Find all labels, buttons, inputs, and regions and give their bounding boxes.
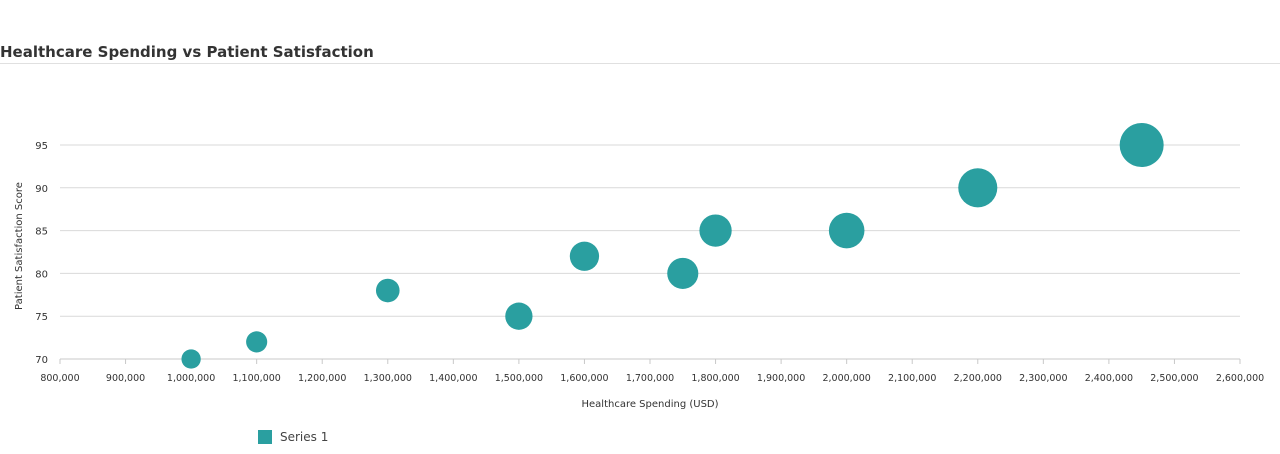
x-axis-title: Healthcare Spending (USD) [581, 399, 718, 410]
x-tick-label: 2,400,000 [1085, 373, 1133, 384]
x-tick-label: 2,300,000 [1019, 373, 1067, 384]
bubble [958, 168, 998, 208]
bubble [667, 257, 699, 289]
x-tick-label: 2,200,000 [954, 373, 1002, 384]
bubble-chart: 70 75 80 85 90 95 800,000 900,000 1,000,000 1,100… [14, 123, 1264, 410]
legend-swatch [258, 430, 272, 444]
y-axis-title: Patient Satisfaction Score [14, 182, 25, 310]
bubble [569, 241, 600, 271]
y-tick-label: 70 [35, 355, 48, 366]
legend[interactable]: Series 1 [258, 430, 328, 444]
y-tick-label: 85 [35, 227, 48, 238]
legend-label: Series 1 [280, 430, 329, 444]
bubble [505, 302, 533, 330]
x-tick-label: 1,300,000 [364, 373, 412, 384]
bubble [181, 349, 201, 369]
x-tick-label: 1,500,000 [495, 373, 543, 384]
x-tick-label: 1,000,000 [167, 373, 215, 384]
x-tick-label: 1,700,000 [626, 373, 674, 384]
x-tick-label: 1,400,000 [429, 373, 477, 384]
x-tick-label: 800,000 [40, 373, 79, 384]
x-tick-label: 2,000,000 [822, 373, 870, 384]
y-tick-label: 80 [35, 269, 48, 280]
y-tick-label: 95 [35, 141, 48, 152]
y-tick-label: 75 [35, 312, 48, 323]
x-tick-label: 1,100,000 [232, 373, 280, 384]
x-tick-label: 2,500,000 [1150, 373, 1198, 384]
bubble [699, 214, 732, 247]
title-divider [0, 63, 1280, 64]
bubble [828, 212, 865, 249]
x-tick-label: 1,200,000 [298, 373, 346, 384]
x-tick-label: 2,100,000 [888, 373, 936, 384]
chart-title: Healthcare Spending vs Patient Satisfact… [0, 43, 374, 61]
bubble [246, 331, 268, 353]
x-tick-label: 1,800,000 [691, 373, 739, 384]
x-tick-label: 900,000 [106, 373, 145, 384]
x-tick-label: 1,900,000 [757, 373, 805, 384]
bubble [375, 278, 400, 303]
y-tick-label: 90 [35, 184, 48, 195]
x-tick-label: 2,600,000 [1216, 373, 1264, 384]
x-tick-label: 1,600,000 [560, 373, 608, 384]
bubble [1119, 123, 1164, 167]
